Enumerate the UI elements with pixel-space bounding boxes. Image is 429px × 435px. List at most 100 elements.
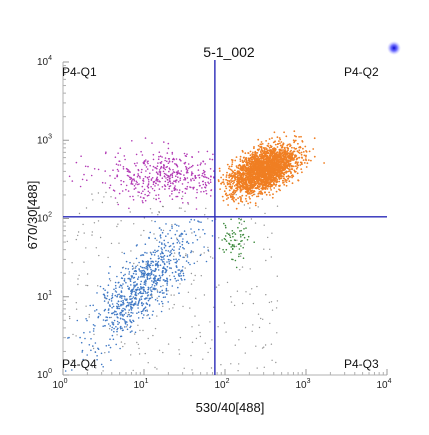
data-point-q4 [185, 260, 188, 262]
data-point-q4 [131, 291, 133, 294]
data-point-q2 [256, 177, 259, 179]
data-point-q1 [157, 194, 160, 196]
data-point-q4 [200, 221, 202, 223]
data-point [276, 205, 279, 207]
data-point-q4 [106, 316, 109, 319]
data-point-q2 [290, 158, 293, 161]
data-point-q2 [299, 164, 302, 166]
data-point-q2 [278, 185, 280, 187]
data-point-q1 [153, 180, 156, 183]
chart-title: 5-1_002 [203, 44, 255, 60]
data-point-q4 [137, 307, 139, 309]
data-point-q2 [231, 163, 234, 166]
data-point [116, 225, 118, 228]
data-point-q1 [178, 191, 180, 194]
data-point-q4 [132, 304, 135, 307]
data-point-q4 [119, 347, 121, 350]
data-point-q4 [152, 269, 154, 272]
data-point-q2 [313, 155, 316, 158]
data-point [234, 344, 236, 346]
data-point-q2 [269, 194, 271, 196]
data-point-q1 [97, 168, 100, 171]
data-point-q4 [90, 349, 92, 352]
data-point-q4 [135, 273, 137, 275]
data-point-q3 [227, 233, 230, 235]
data-point [230, 296, 232, 298]
data-point-q2 [282, 143, 285, 145]
data-point-q4 [155, 275, 157, 277]
data-point-q4 [144, 284, 147, 286]
data-point-q2 [268, 146, 271, 149]
data-point-q4 [157, 269, 160, 271]
data-point-q4 [127, 268, 130, 270]
data-point [218, 237, 220, 239]
data-point [105, 191, 107, 194]
data-point-q1 [209, 179, 212, 181]
data-point-q2 [290, 156, 292, 159]
data-point-q2 [260, 182, 262, 185]
data-point-q1 [138, 183, 140, 185]
data-point-q2 [286, 153, 288, 155]
data-point-q2 [250, 175, 253, 178]
data-point-q1 [132, 199, 135, 201]
data-point-q2 [295, 155, 297, 158]
data-point-q2 [273, 147, 275, 149]
data-point-q1 [190, 165, 193, 168]
data-point-q4 [93, 328, 95, 330]
data-point-q2 [282, 181, 285, 184]
data-point-q1 [147, 186, 150, 189]
data-point-q4 [100, 352, 103, 355]
data-point-q1 [167, 181, 169, 184]
data-point-q1 [163, 172, 166, 175]
data-point-q2 [238, 185, 241, 188]
data-point-q4 [142, 292, 145, 295]
data-point-q1 [177, 176, 179, 178]
data-point-q3 [225, 248, 228, 251]
data-point-q1 [176, 165, 179, 168]
data-point [147, 337, 149, 340]
data-point-q4 [180, 233, 182, 236]
data-point-q4 [182, 274, 185, 277]
data-point-q1 [183, 162, 186, 165]
data-point-q2 [231, 172, 234, 175]
data-point [97, 220, 100, 222]
data-point-q1 [114, 177, 116, 180]
data-point-q1 [87, 165, 89, 168]
data-point-q2 [288, 168, 291, 171]
data-point-q4 [154, 237, 156, 240]
data-point-q2 [267, 152, 270, 155]
data-point-q4 [147, 260, 149, 262]
data-point-q1 [165, 173, 167, 175]
data-point-q4 [182, 266, 184, 268]
data-point-q3 [234, 233, 237, 235]
data-point-q1 [146, 195, 149, 197]
data-point-q4 [104, 308, 106, 311]
data-point-q2 [271, 152, 274, 154]
data-point [110, 242, 113, 245]
data-point-q4 [165, 223, 167, 225]
data-point-q4 [152, 277, 155, 280]
data-point-q2 [313, 137, 316, 140]
data-point-q2 [300, 151, 303, 154]
data-point-q2 [251, 185, 254, 188]
data-point-q4 [131, 297, 133, 300]
data-point-q2 [291, 168, 293, 171]
data-point-q4 [182, 256, 184, 259]
data-point-q4 [138, 299, 141, 302]
data-point [154, 366, 156, 369]
data-point-q4 [171, 271, 174, 274]
data-point-q1 [200, 191, 202, 193]
data-point-q2 [242, 168, 245, 171]
data-point [162, 229, 165, 232]
data-point-q2 [246, 163, 249, 166]
data-point-q2 [303, 162, 306, 164]
data-point-q2 [263, 174, 265, 177]
data-point [154, 327, 157, 330]
data-point-q2 [293, 141, 295, 144]
data-point-q2 [244, 174, 247, 177]
data-point-q2 [235, 165, 238, 168]
data-point-q2 [298, 156, 301, 159]
data-point-q1 [169, 177, 171, 179]
data-point-q4 [154, 277, 156, 280]
data-point [276, 332, 278, 334]
